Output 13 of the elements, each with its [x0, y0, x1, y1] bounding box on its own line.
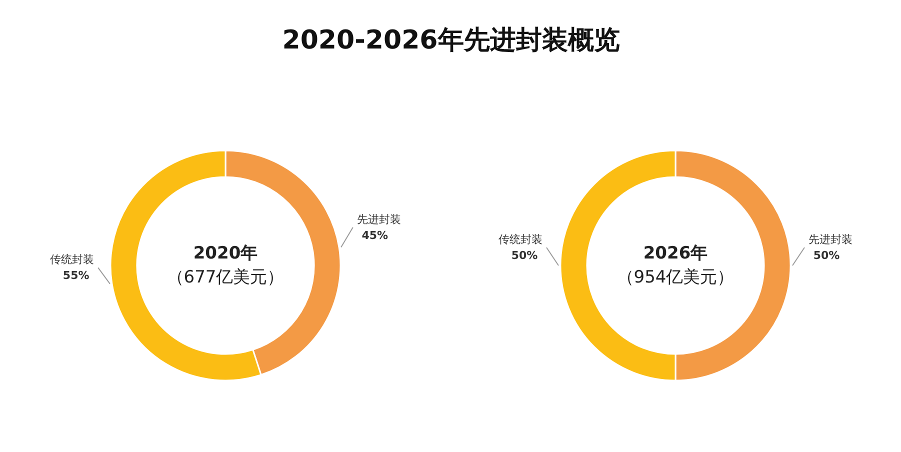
slice-label: 传统封装 — [50, 253, 94, 266]
text: 2020年 — [193, 244, 258, 264]
data-label: 50% — [511, 249, 538, 262]
text: （677亿美元） — [166, 268, 284, 288]
data-label: 55% — [62, 269, 90, 282]
slice-label: 先进封装 — [356, 212, 401, 226]
text: （954亿美元） — [616, 268, 734, 288]
text: 2026年 — [643, 244, 708, 264]
text: 2020-2026年先进封装概览 — [282, 26, 620, 56]
slice-label: 先进封装 — [808, 233, 852, 246]
data-label: 45% — [362, 228, 388, 242]
data-label: 50% — [813, 249, 840, 262]
slice-label: 传统封装 — [498, 233, 542, 246]
